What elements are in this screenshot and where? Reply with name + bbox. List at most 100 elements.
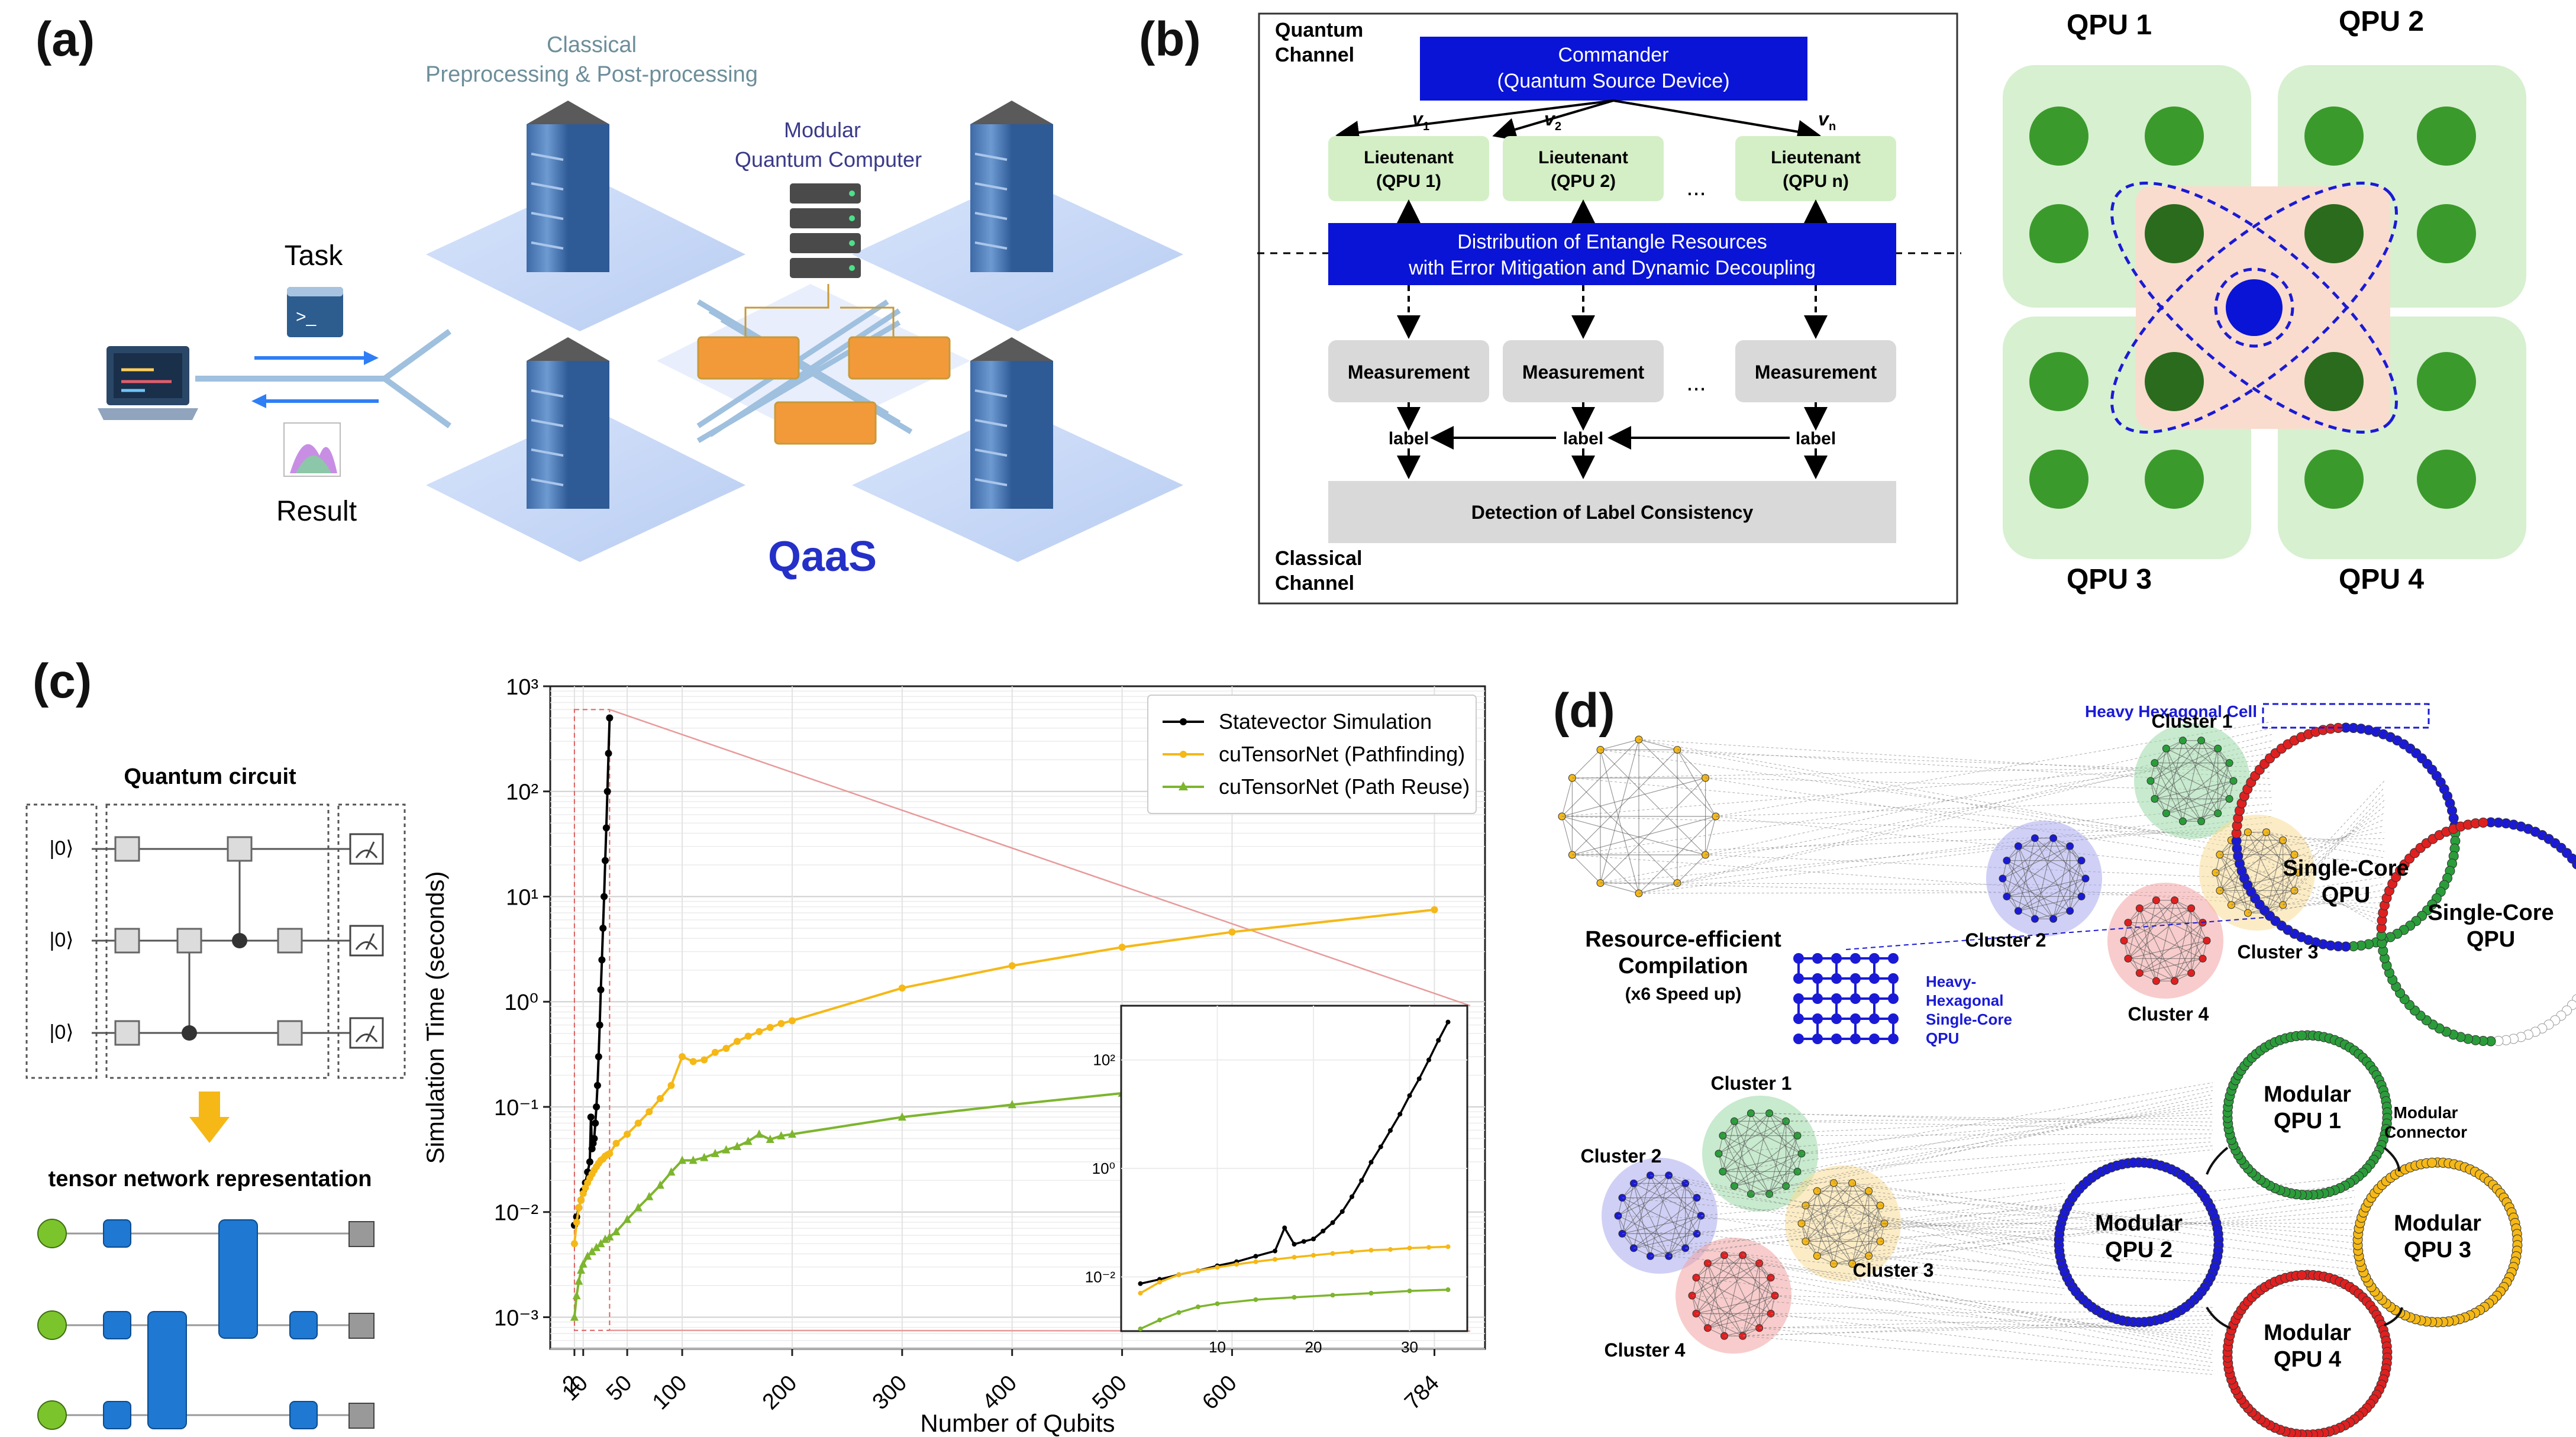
inset-data-point <box>1416 1076 1422 1081</box>
interaction-graph <box>1558 735 1720 897</box>
data-point <box>634 1119 642 1127</box>
hh-label-3: Single-Core <box>1926 1010 2012 1028</box>
qpu2-label: QPU 2 <box>2339 6 2424 37</box>
graph-node <box>1765 1109 1774 1118</box>
mapping-link <box>1696 1277 2213 1339</box>
graph-node <box>2066 842 2074 850</box>
data-point <box>588 1145 596 1152</box>
data-point <box>593 1081 601 1089</box>
mapping-link <box>2231 839 2385 929</box>
mapping-link <box>1771 1313 2213 1367</box>
graph-node <box>2003 857 2011 865</box>
data-point <box>595 1053 602 1061</box>
inset-data-point <box>1350 1194 1354 1199</box>
inset-data-point <box>1215 1301 1220 1306</box>
graph-node <box>1692 1274 1700 1282</box>
data-point <box>598 956 606 964</box>
tn-title: tensor network representation <box>49 1167 372 1191</box>
mapping-link <box>2294 854 2385 865</box>
inset-y-tick-label: 10⁰ <box>1092 1160 1115 1177</box>
graph-node <box>2225 795 2233 803</box>
modular-qpu1-ring <box>2222 1030 2393 1200</box>
graph-node <box>2279 836 2287 844</box>
mapping-link <box>1751 1098 2213 1194</box>
graph-node <box>1681 1179 1690 1187</box>
mapping-link <box>1600 749 2272 848</box>
mapping-link <box>1770 1277 2213 1360</box>
qpu3-label: QPU 3 <box>2067 564 2152 595</box>
label-n: label <box>1796 429 1836 448</box>
graph-node <box>2049 834 2058 842</box>
mapping-link <box>1868 1190 2355 1257</box>
mapping-link <box>1742 1255 2213 1351</box>
inset-data-point <box>1253 1254 1258 1259</box>
graph-node <box>1618 1229 1626 1238</box>
distribution-label-1: Distribution of Entangle Resources <box>1457 231 1767 253</box>
inset-data-point <box>1157 1280 1162 1285</box>
mapping-link <box>2231 812 2385 906</box>
measurement-2: Measurement <box>1522 361 1645 383</box>
data-point <box>1118 944 1126 951</box>
cluster2-graph-bottom <box>1602 1158 1718 1274</box>
server-towers <box>527 101 1053 509</box>
graph-node <box>1755 1259 1764 1267</box>
inset-data-point <box>1339 1209 1345 1214</box>
x-tick-label: 50 <box>602 1371 637 1406</box>
legend-path-reuse: cuTensorNet (Path Reuse) <box>1219 774 1470 799</box>
inset-data-point <box>1292 1242 1297 1247</box>
mapping-link <box>1696 1197 2065 1269</box>
network-link <box>195 328 451 429</box>
modular-qpu3-ring <box>2352 1157 2523 1328</box>
y-tick-label: 10² <box>506 780 538 805</box>
mapping-link <box>1833 1183 2355 1244</box>
mapping-link <box>1769 1113 2213 1126</box>
x-tick-label: 500 <box>1087 1371 1132 1415</box>
data-point <box>606 714 614 722</box>
tn-tensors <box>103 1219 318 1429</box>
mapping-link <box>1759 1262 2213 1355</box>
control-dots <box>182 933 247 1041</box>
inset-x-tick-label: 30 <box>1401 1338 1418 1356</box>
data-point <box>733 1141 741 1150</box>
inset-data-point <box>1273 1257 1277 1262</box>
inset-data-point <box>1330 1220 1335 1225</box>
graph-node <box>2077 857 2086 865</box>
inset-data-point <box>1359 1178 1364 1183</box>
inset-data-point <box>1253 1259 1258 1264</box>
hh-node <box>1888 1034 1899 1044</box>
mapping-link <box>1742 1335 2213 1375</box>
compilation-label-2: Compilation <box>1618 954 1748 979</box>
inset-data-point <box>1176 1310 1182 1315</box>
data-point <box>605 750 612 757</box>
data-point <box>700 1152 709 1161</box>
mapping-link <box>1805 1216 2355 1242</box>
data-point <box>744 1032 752 1040</box>
inset-data-point <box>1157 1317 1162 1323</box>
mapping-link <box>2298 870 2385 873</box>
inset-data-point <box>1138 1290 1143 1296</box>
mapping-link <box>1707 1326 2213 1329</box>
graph-node <box>2152 896 2160 905</box>
data-point <box>606 1149 614 1157</box>
data-point <box>596 1021 603 1029</box>
data-point <box>722 1145 731 1154</box>
inset-data-point <box>1196 1268 1200 1273</box>
mapping-link <box>1650 1209 2065 1257</box>
histogram-icon <box>283 422 341 477</box>
data-point <box>601 893 608 900</box>
graph-node <box>2214 744 2222 753</box>
measurement-gates <box>349 833 384 1049</box>
y-tick-label: 10⁻¹ <box>494 1096 538 1120</box>
task-arrow <box>254 351 379 365</box>
legend: Statevector Simulation cuTensorNet (Path… <box>1147 695 1477 814</box>
graph-node <box>2031 915 2039 923</box>
lieutenant-2: Lieutenant (QPU 2) <box>1503 136 1664 201</box>
cluster2-label-bottom: Cluster 2 <box>1581 1145 1662 1167</box>
mapping-link <box>2248 806 2385 913</box>
cluster4-label-top: Cluster 4 <box>2128 1003 2209 1025</box>
mapping-link <box>1771 1311 2213 1314</box>
y-tick-label: 10⁰ <box>504 990 538 1015</box>
mapping-link <box>1880 1205 2355 1263</box>
mapping-link <box>1868 1190 2355 1257</box>
